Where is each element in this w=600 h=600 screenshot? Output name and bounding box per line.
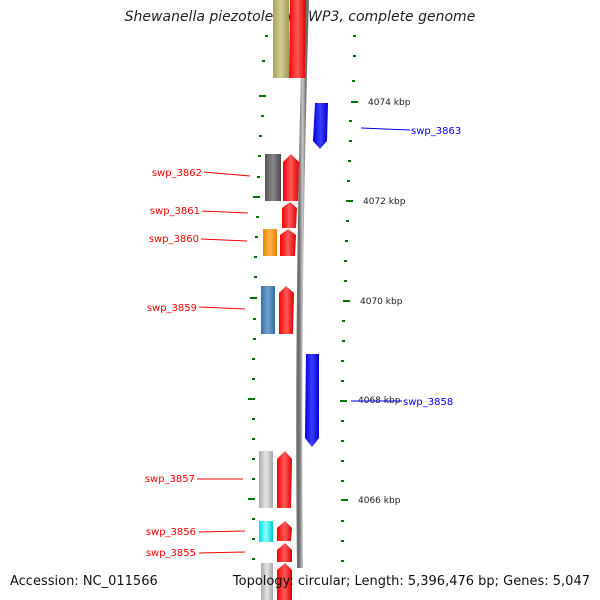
gene-arrow	[279, 286, 294, 334]
gene-arrow	[282, 202, 297, 228]
label-line	[203, 171, 251, 177]
label-line	[198, 530, 246, 533]
gene-arrow	[289, 0, 306, 78]
right-tick-marks	[340, 35, 358, 562]
gene-label: swp_3860	[149, 234, 199, 245]
left-tick-marks	[248, 35, 268, 560]
cog-block	[261, 286, 275, 334]
genome-backbone	[296, 0, 309, 569]
gene-label: swp_3859	[147, 303, 197, 314]
cog-block	[261, 563, 273, 600]
label-line	[198, 551, 246, 554]
gene-label: swp_3855	[146, 548, 196, 559]
gene-label: swp_3861	[150, 206, 200, 217]
gene-label: swp_3862	[152, 168, 202, 179]
label-line	[200, 238, 248, 242]
cog-block	[273, 0, 289, 78]
gene-arrow	[277, 543, 292, 562]
gene-arrow	[277, 521, 292, 541]
label-line	[198, 306, 246, 310]
genome-summary-text: Topology: circular; Length: 5,396,476 bp…	[232, 574, 590, 589]
cog-block	[259, 451, 273, 508]
cog-block	[265, 154, 281, 201]
scale-label: 4066 kbp	[358, 496, 401, 506]
gene-label: swp_3856	[146, 527, 196, 538]
gene-arrow	[277, 451, 292, 508]
gene-label: swp_3857	[145, 474, 195, 485]
accession-text: Accession: NC_011566	[10, 574, 158, 589]
label-line	[360, 127, 411, 131]
gene-arrow	[313, 103, 328, 149]
scale-label: 4070 kbp	[360, 297, 403, 307]
scale-label: 4072 kbp	[363, 197, 406, 207]
label-line	[201, 210, 249, 214]
gene-arrow	[280, 229, 296, 256]
gene-arrow	[305, 354, 319, 447]
scale-label: 4074 kbp	[368, 98, 411, 108]
gene-arrow	[277, 563, 292, 600]
gene-label: swp_3858	[403, 397, 453, 408]
cog-block	[263, 229, 277, 256]
gene-arrow	[283, 154, 299, 201]
gene-label: swp_3863	[411, 126, 461, 137]
cog-block	[259, 521, 273, 542]
